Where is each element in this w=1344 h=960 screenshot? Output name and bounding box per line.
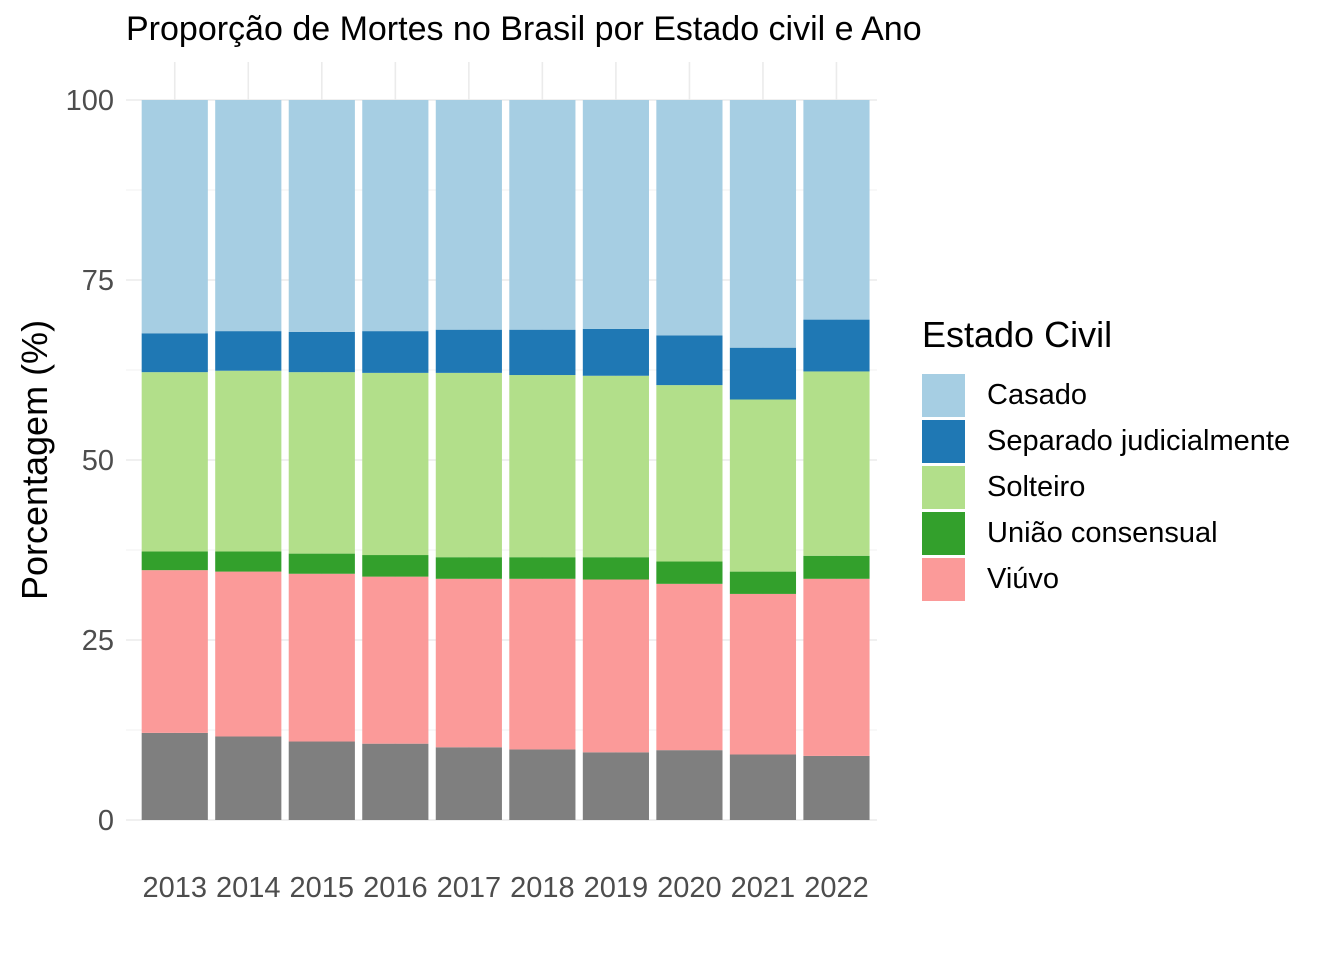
bar-segment-2021-3: [729, 399, 797, 572]
bar-segment-2016-4: [362, 331, 429, 373]
bars: [141, 100, 870, 820]
bar-segment-2019-2: [582, 557, 649, 580]
bar-segment-2013-4: [141, 333, 208, 373]
x-tick-label: 2013: [143, 872, 208, 904]
bar-segment-2022-3: [803, 371, 870, 556]
bar-segment-2021-5: [729, 100, 797, 348]
bar-segment-2022-0: [803, 755, 870, 820]
x-tick-label: 2016: [363, 872, 428, 904]
y-axis-title: Porcentagem (%): [14, 320, 55, 600]
x-tick-label: 2021: [731, 872, 796, 904]
bar-segment-2020-4: [656, 335, 723, 386]
x-tick-label: 2022: [804, 872, 869, 904]
legend-item: Casado: [922, 372, 1290, 418]
bar-segment-2020-5: [656, 100, 723, 336]
bar-segment-2014-1: [215, 571, 282, 737]
bar-segment-2013-5: [141, 100, 208, 334]
bar-segment-2016-2: [362, 555, 429, 577]
bar-segment-2020-2: [656, 561, 723, 584]
bar-segment-2021-1: [729, 593, 797, 755]
legend-items: Casado Separado judicialmente Solteiro Uniã…: [922, 372, 1290, 602]
x-tick-label: 2015: [290, 872, 355, 904]
bar-segment-2015-5: [288, 100, 355, 332]
y-tick-label: 75: [82, 265, 114, 297]
bar-segment-2019-0: [582, 752, 649, 820]
y-tick-label: 0: [98, 805, 114, 837]
bar-segment-2014-0: [215, 736, 282, 820]
bar-segment-2021-4: [729, 347, 797, 400]
x-tick-label: 2020: [657, 872, 722, 904]
bar-segment-2018-1: [509, 578, 576, 750]
bar-segment-2017-4: [435, 329, 502, 373]
legend-label: Solteiro: [987, 470, 1086, 503]
bar-segment-2015-4: [288, 331, 355, 373]
bar-segment-2016-0: [362, 743, 429, 820]
bar-segment-2020-0: [656, 750, 723, 820]
bar-segment-2014-3: [215, 370, 282, 552]
bar-segment-2018-2: [509, 557, 576, 579]
x-tick-label: 2018: [510, 872, 575, 904]
bar-segment-2018-4: [509, 329, 576, 376]
bar-segment-2022-4: [803, 319, 870, 372]
bar-segment-2022-1: [803, 578, 870, 756]
bar-segment-2018-3: [509, 375, 576, 558]
x-tick-label: 2019: [584, 872, 649, 904]
legend-title: Estado Civil: [922, 314, 1113, 355]
bar-segment-2015-2: [288, 553, 355, 574]
legend-item: Viúvo: [922, 556, 1290, 602]
bar-segment-2016-5: [362, 100, 429, 332]
legend-swatch: [922, 419, 965, 463]
legend-item: Solteiro: [922, 464, 1290, 510]
chart-title: Proporção de Mortes no Brasil por Estado…: [126, 10, 922, 48]
bar-segment-2022-5: [803, 100, 870, 320]
legend-swatch: [922, 373, 965, 417]
bar-segment-2015-0: [288, 741, 355, 820]
y-axis-ticks: 0 25 50 75 100: [66, 85, 114, 837]
legend-item: União consensual: [922, 510, 1290, 556]
x-tick-label: 2017: [437, 872, 502, 904]
y-tick-label: 50: [82, 445, 114, 477]
y-tick-label: 25: [82, 625, 114, 657]
x-tick-label: 2014: [216, 872, 281, 904]
bar-segment-2019-3: [582, 375, 649, 558]
bar-segment-2013-1: [141, 570, 208, 733]
bar-segment-2013-3: [141, 372, 208, 552]
bar-segment-2016-3: [362, 372, 429, 556]
bar-segment-2013-0: [141, 732, 208, 820]
legend-label: União consensual: [987, 516, 1218, 549]
bar-segment-2021-0: [729, 754, 797, 820]
bar-segment-2017-5: [435, 100, 502, 330]
bar-segment-2018-0: [509, 749, 576, 820]
legend-swatch: [922, 511, 965, 555]
legend-label: Viúvo: [987, 562, 1060, 595]
bar-segment-2022-2: [803, 555, 870, 579]
x-axis-ticks: 2013 2014 2015 2016 2017 2018 2019 2020 2021 2022: [143, 872, 869, 904]
bar-segment-2021-2: [729, 571, 797, 594]
bar-segment-2017-2: [435, 557, 502, 579]
bar-segment-2017-1: [435, 578, 502, 748]
bar-segment-2020-1: [656, 583, 723, 751]
bar-segment-2017-3: [435, 372, 502, 558]
legend-label: Casado: [987, 378, 1087, 411]
bar-segment-2019-4: [582, 328, 649, 376]
bar-segment-2014-4: [215, 331, 282, 371]
bar-segment-2017-0: [435, 747, 502, 820]
legend-swatch: [922, 557, 965, 601]
legend-item: Separado judicialmente: [922, 418, 1290, 464]
bar-segment-2014-2: [215, 551, 282, 572]
y-tick-label: 100: [66, 85, 114, 117]
bar-segment-2020-3: [656, 385, 723, 562]
bar-segment-2013-2: [141, 551, 208, 571]
legend-label: Separado judicialmente: [987, 424, 1291, 457]
bar-segment-2019-1: [582, 579, 649, 753]
bar-segment-2018-5: [509, 100, 576, 330]
bar-segment-2015-3: [288, 372, 355, 554]
bar-segment-2015-1: [288, 573, 355, 742]
bar-segment-2019-5: [582, 100, 649, 329]
bar-segment-2014-5: [215, 100, 282, 332]
bar-segment-2016-1: [362, 576, 429, 744]
legend: Estado Civil Casado Separado judicialment…: [922, 314, 1290, 602]
legend-swatch: [922, 465, 965, 509]
